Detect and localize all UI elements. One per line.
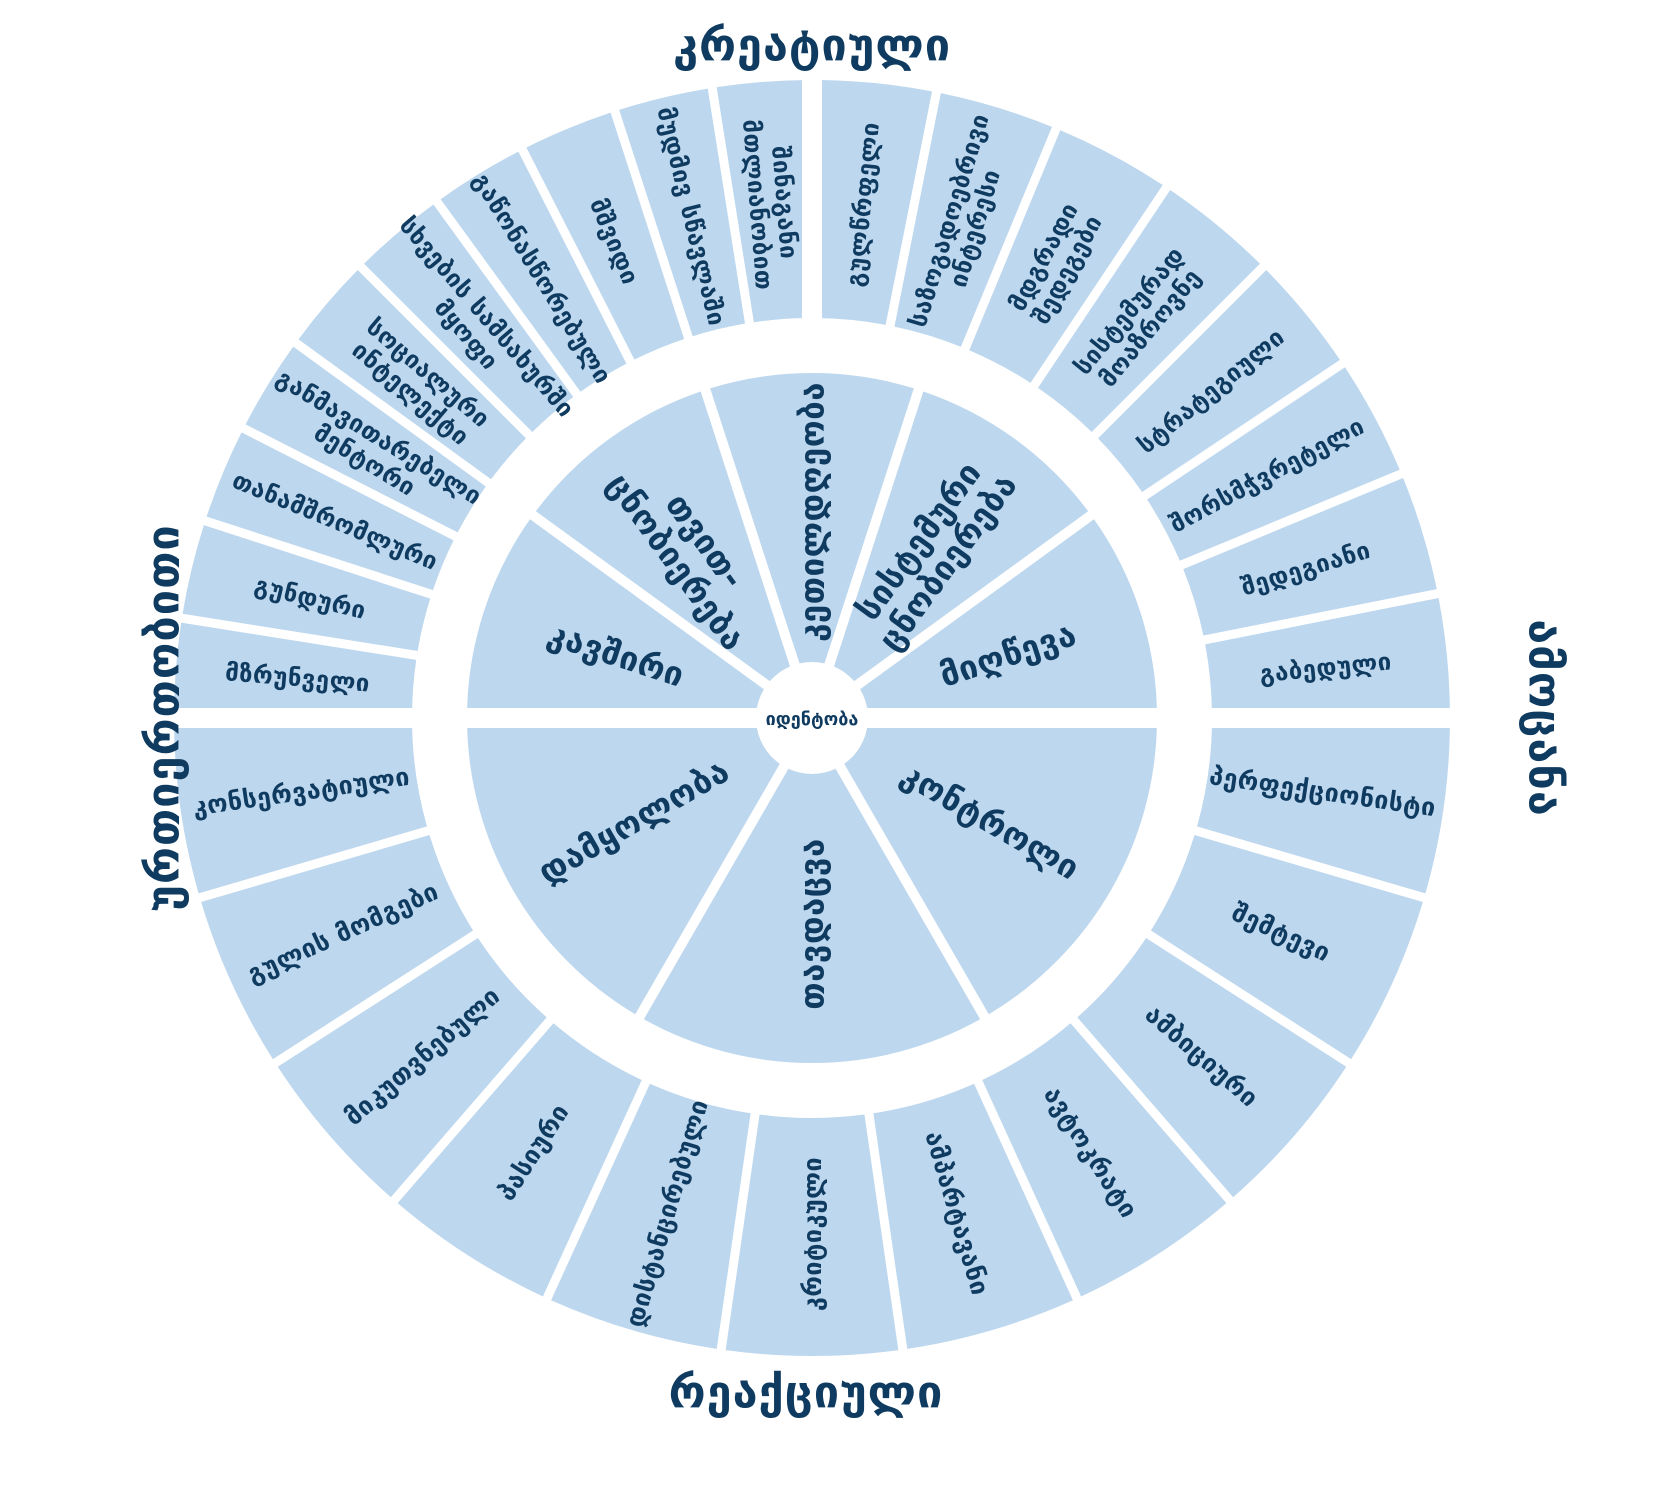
segment-ამპარტავანი <box>873 1083 1073 1349</box>
segment-გაბედული <box>1205 597 1450 714</box>
segment-კონსერვატიული <box>174 722 427 894</box>
segment-საზოგადოებრივი ინტერესი <box>894 93 1052 347</box>
segment-სტრატეგიული <box>1098 270 1340 493</box>
segment-მიკუთვნებული <box>277 938 547 1198</box>
axis-label-reactive: რეაქციული <box>668 1365 944 1419</box>
segment-სოციალური ინტელექტი <box>298 270 526 480</box>
segment-მშვიდი <box>526 112 685 360</box>
segment-მზრუნველი <box>174 622 417 714</box>
axis-label-creative: კრეატიული <box>672 18 952 72</box>
segment-ამბიციური <box>1077 938 1347 1198</box>
segment-განმავითარებელი მენტორი <box>245 346 486 533</box>
segment-კავშირი <box>467 519 764 714</box>
segment-label: კეთილდღეობა <box>793 382 832 642</box>
segment-მდგრადი შედეგები <box>969 130 1163 383</box>
segment-თავდაცვა <box>643 768 981 1064</box>
segment-გუნდური <box>182 525 431 651</box>
segment-მუდმივ სწავლაში <box>619 88 745 337</box>
segment-კეთილდღეობა <box>710 373 914 664</box>
segment-სისტემურად მოაზროვნე <box>1037 190 1260 432</box>
axis-label-relational: ურთიერთობითი <box>136 524 190 912</box>
segment-სისტემური ცნობიერება <box>833 391 1089 682</box>
segment-სხვების სამსახურში მყოფი <box>364 204 574 432</box>
segment-გულის მომგები <box>201 835 474 1060</box>
segment-თანამშრომლური <box>206 432 454 591</box>
segment-დისტანცირებული <box>551 1083 751 1349</box>
segment-მიღწევა <box>860 519 1157 714</box>
segment-გაწონასწორებული <box>440 151 627 392</box>
segment-შინაგანი მთლიანობით <box>716 80 808 323</box>
axis-label-task: ამოცანა <box>1518 619 1572 817</box>
segment-ავტოკრატი <box>982 1023 1227 1297</box>
segment-შედეგიანი <box>1183 478 1437 636</box>
segment-თვით-ცნობიერება <box>535 391 791 682</box>
segment-დამყოლობა <box>467 722 780 1015</box>
segment-შემტევი <box>1150 835 1423 1060</box>
segment-კონტროლი <box>844 722 1157 1015</box>
segment-label: თავდაცვა <box>793 838 832 1009</box>
center-circle <box>758 664 866 772</box>
segment-გულწრფელი <box>816 80 933 325</box>
segment-პერფექციონისტი <box>1197 722 1450 894</box>
segment-პასიური <box>397 1023 642 1297</box>
segment-შორსმჭვრეტელი <box>1147 367 1400 561</box>
center-label: იდენტობა <box>766 709 859 730</box>
segment-კრიტიკული <box>725 1114 899 1356</box>
segment-label: კრიტიკული <box>798 1157 827 1311</box>
